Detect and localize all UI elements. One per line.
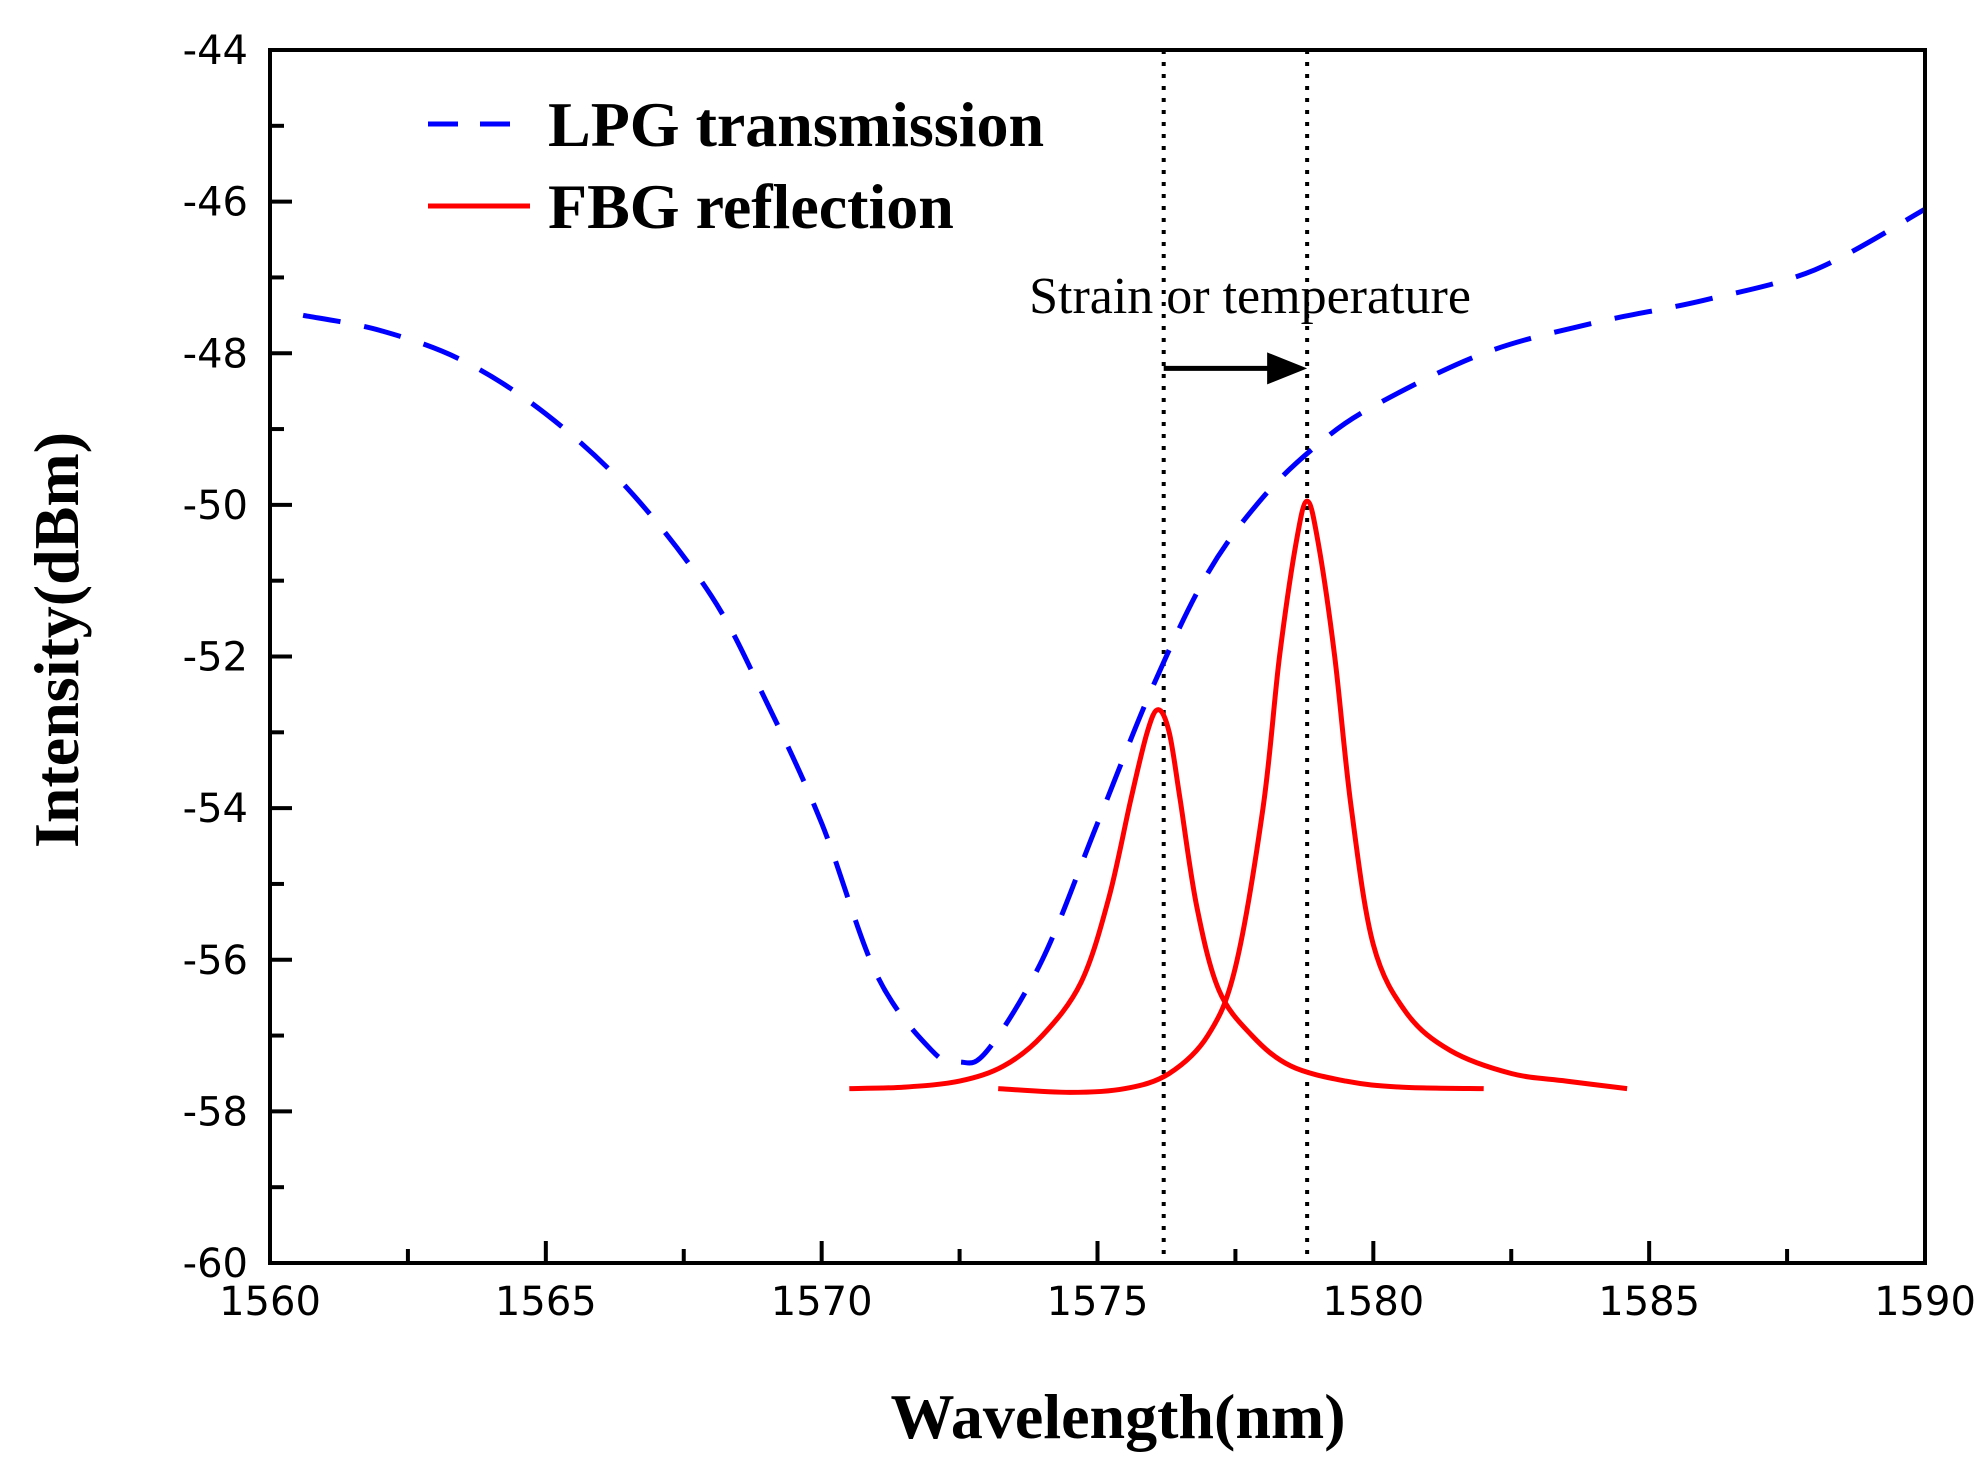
- annotation-text: Strain or temperature: [1029, 268, 1471, 325]
- annotation: Strain or temperature: [1029, 268, 1471, 385]
- y-tick-label: -56: [183, 938, 248, 984]
- y-tick-label: -60: [183, 1241, 248, 1287]
- y-tick-label: -48: [183, 331, 248, 377]
- legend-label-fbg: FBG reflection: [548, 171, 954, 242]
- x-axis-ticks: 1560 1565 1570 1575 1580 1585 1590: [219, 1241, 1976, 1325]
- x-tick-label: 1575: [1047, 1279, 1149, 1325]
- plot-frame: [268, 48, 1927, 1265]
- y-tick-label: -46: [183, 180, 248, 226]
- series-line-lpg-transmission: [302, 207, 1927, 1066]
- x-tick-label: 1565: [495, 1279, 597, 1325]
- y-tick-label: -52: [183, 635, 248, 681]
- y-tick-label: -58: [183, 1089, 248, 1135]
- y-tick-label: -44: [183, 28, 248, 74]
- series-line-fbg-reflection-shifted: [998, 498, 1628, 1095]
- x-tick-label: 1570: [771, 1279, 873, 1325]
- x-tick-label: 1590: [1874, 1279, 1976, 1325]
- annotation-arrow-head: [1267, 352, 1308, 385]
- legend-label-lpg: LPG transmission: [548, 89, 1044, 160]
- y-tick-label: -54: [183, 786, 248, 832]
- x-axis-title: Wavelength(nm): [890, 1381, 1345, 1452]
- series-line-fbg-reflection: [849, 707, 1484, 1092]
- legend: LPG transmission FBG reflection: [428, 89, 1044, 242]
- x-tick-label: 1580: [1322, 1279, 1424, 1325]
- y-axis-title: Intensity(dBm): [21, 432, 92, 848]
- x-tick-label: 1585: [1598, 1279, 1700, 1325]
- y-tick-label: -50: [183, 483, 248, 529]
- y-axis-ticks: -44 -46 -48 -50 -52 -54 -56 -58 -60: [183, 28, 292, 1287]
- plot-layer: [302, 50, 1927, 1263]
- x-tick-label: 1560: [219, 1279, 321, 1325]
